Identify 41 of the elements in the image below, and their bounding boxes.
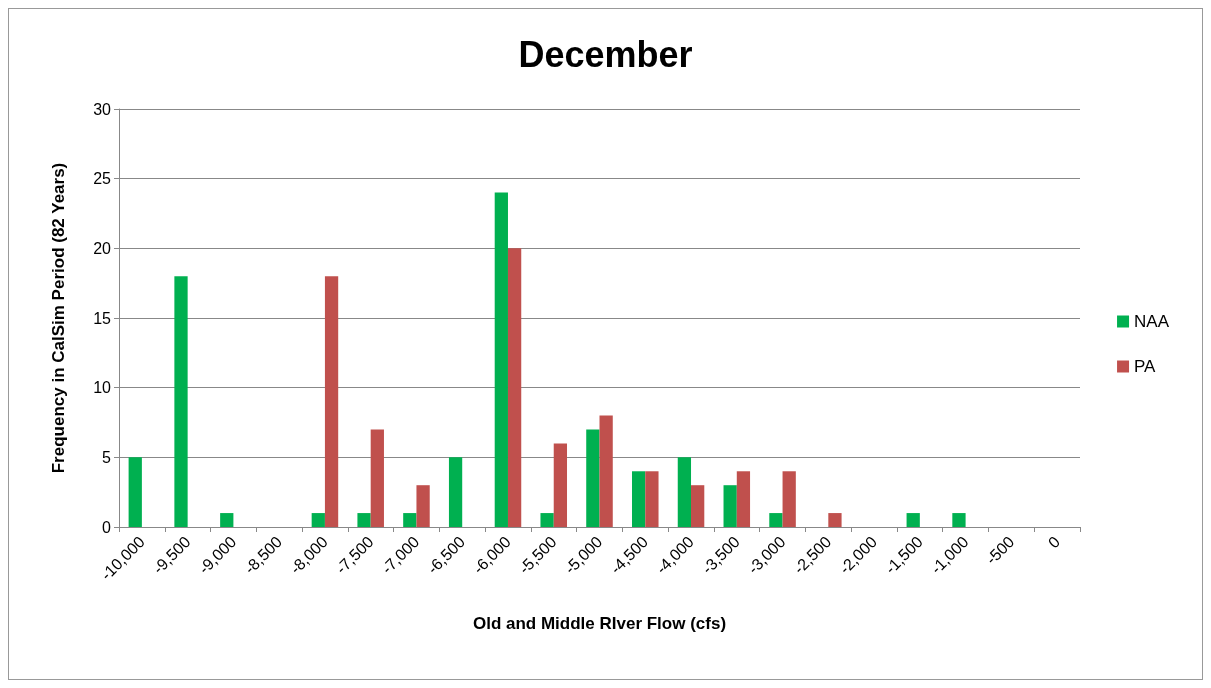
x-tick-label: -500 [982, 532, 1018, 568]
bar [952, 513, 966, 527]
y-tick-label: 15 [93, 309, 112, 327]
y-tick-label: 10 [93, 379, 112, 397]
bar [599, 415, 613, 527]
legend-label: PA [1134, 357, 1157, 376]
chart-title: December [518, 33, 693, 75]
bar [324, 276, 339, 527]
bar [723, 485, 737, 527]
bar [494, 192, 508, 527]
legend-label: NAA [1134, 312, 1170, 331]
bar [586, 429, 600, 527]
bar [553, 443, 568, 527]
bar [370, 429, 384, 527]
y-axis-title: Frequency in CalSim Period (82 Years) [49, 162, 68, 474]
x-axis-title: Old and Middle RIver Flow (cfs) [472, 614, 727, 633]
bar [906, 513, 920, 527]
y-tick-label: 5 [102, 448, 112, 466]
bar [782, 471, 796, 527]
y-tick-label: 30 [93, 100, 112, 118]
bar [174, 276, 188, 527]
bar [677, 457, 692, 527]
bar [311, 513, 325, 527]
bar [416, 485, 430, 527]
bar [631, 471, 646, 527]
bar [128, 457, 142, 527]
bar [540, 513, 554, 527]
bar [220, 513, 234, 527]
bar [645, 471, 659, 527]
bar [736, 471, 751, 527]
bar [403, 513, 417, 527]
y-tick-label: 20 [93, 239, 112, 257]
bar [507, 248, 522, 527]
bar [357, 513, 371, 527]
bar [828, 513, 842, 527]
bar [691, 485, 705, 527]
x-tick-label: 0 [1044, 532, 1064, 552]
y-tick-label: 0 [102, 518, 112, 536]
bar [769, 513, 783, 527]
y-tick-label: 25 [93, 170, 112, 188]
bar [448, 457, 463, 527]
